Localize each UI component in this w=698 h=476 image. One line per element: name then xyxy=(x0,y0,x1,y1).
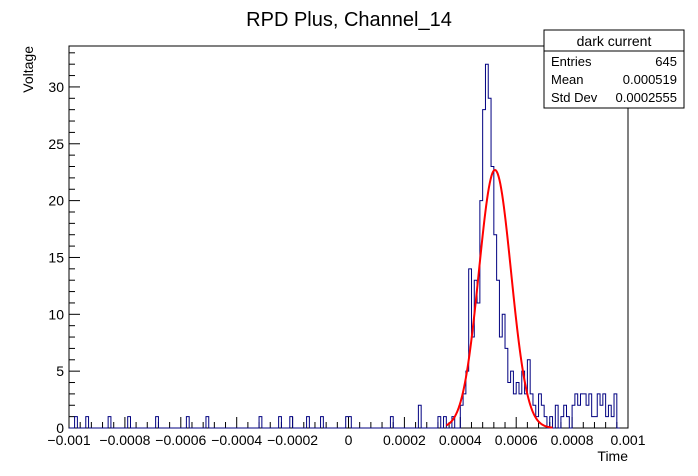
y-tick-label: 25 xyxy=(48,136,64,152)
stats-mean-value: 0.000519 xyxy=(623,72,677,87)
x-tick-label: 0 xyxy=(345,432,353,448)
x-tick-label: 0.0002 xyxy=(383,432,426,448)
x-tick-label: −0.0004 xyxy=(211,432,262,448)
x-tick-label: −0.001 xyxy=(47,432,90,448)
y-tick-label: 15 xyxy=(48,249,64,265)
x-tick-label: 0.0004 xyxy=(439,432,482,448)
gaussian-fit-line xyxy=(445,168,553,429)
x-tick-label: −0.0008 xyxy=(99,432,150,448)
stats-mean-label: Mean xyxy=(551,72,584,87)
chart-title: RPD Plus, Channel_14 xyxy=(246,9,452,31)
y-axis-label: Voltage xyxy=(20,46,36,93)
x-tick-label: 0.0008 xyxy=(551,432,594,448)
histogram-series-line xyxy=(69,63,620,429)
x-tick-label: 0.001 xyxy=(610,432,645,448)
x-axis-label: Time xyxy=(597,448,628,464)
y-tick-label: 10 xyxy=(48,306,64,322)
y-tick-label: 20 xyxy=(48,193,64,209)
x-tick-label: −0.0002 xyxy=(267,432,318,448)
stats-entries-label: Entries xyxy=(551,54,592,69)
stats-box: dark current Entries 645 Mean 0.000519 S… xyxy=(543,29,685,109)
y-tick-label: 30 xyxy=(48,79,64,95)
stats-stddev-label: Std Dev xyxy=(551,90,598,105)
stats-box-title: dark current xyxy=(577,33,652,49)
y-tick-label: 0 xyxy=(56,420,64,436)
y-tick-label: 5 xyxy=(56,363,64,379)
series-layer xyxy=(69,63,620,429)
stats-stddev-value: 0.0002555 xyxy=(616,90,677,105)
stats-box-frame xyxy=(543,29,685,109)
y-axis: 0 5 10 15 20 25 30 xyxy=(48,52,80,436)
x-axis: −0.001 −0.0008 −0.0006 −0.0004 −0.0002 0 0.000… xyxy=(47,417,646,448)
x-tick-label: 0.0006 xyxy=(495,432,538,448)
x-tick-label: −0.0006 xyxy=(155,432,206,448)
stats-entries-value: 645 xyxy=(655,54,677,69)
